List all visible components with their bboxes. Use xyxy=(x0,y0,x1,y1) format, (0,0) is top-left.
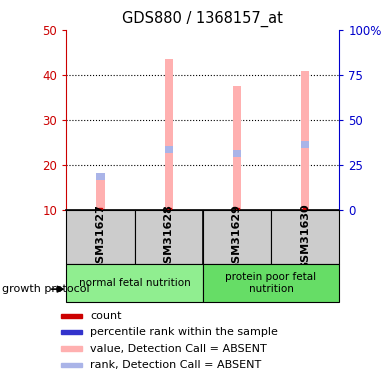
Bar xyxy=(66,210,135,264)
Bar xyxy=(60,330,82,334)
Bar xyxy=(60,363,82,367)
Bar xyxy=(233,150,241,157)
Bar xyxy=(165,59,173,210)
Bar xyxy=(203,264,339,302)
Bar xyxy=(233,86,241,210)
Bar xyxy=(203,210,271,264)
Text: growth protocol: growth protocol xyxy=(2,285,90,294)
Bar xyxy=(96,178,105,210)
Text: percentile rank within the sample: percentile rank within the sample xyxy=(90,327,278,337)
Text: GSM31627: GSM31627 xyxy=(96,204,105,271)
Title: GDS880 / 1368157_at: GDS880 / 1368157_at xyxy=(122,11,283,27)
Bar xyxy=(271,210,339,264)
Text: protein poor fetal
nutrition: protein poor fetal nutrition xyxy=(225,272,317,294)
Bar xyxy=(301,70,309,210)
Bar xyxy=(96,173,105,180)
Text: GSM31630: GSM31630 xyxy=(300,204,310,270)
Bar xyxy=(60,314,82,318)
Text: normal fetal nutrition: normal fetal nutrition xyxy=(79,278,190,288)
Bar xyxy=(135,210,203,264)
Text: GSM31628: GSM31628 xyxy=(164,204,174,271)
Text: value, Detection Call = ABSENT: value, Detection Call = ABSENT xyxy=(90,344,267,354)
Bar xyxy=(66,264,203,302)
Bar xyxy=(301,141,309,148)
Text: GSM31629: GSM31629 xyxy=(232,204,242,271)
Text: rank, Detection Call = ABSENT: rank, Detection Call = ABSENT xyxy=(90,360,261,370)
Text: count: count xyxy=(90,311,122,321)
Bar xyxy=(165,146,173,153)
Bar xyxy=(60,346,82,351)
